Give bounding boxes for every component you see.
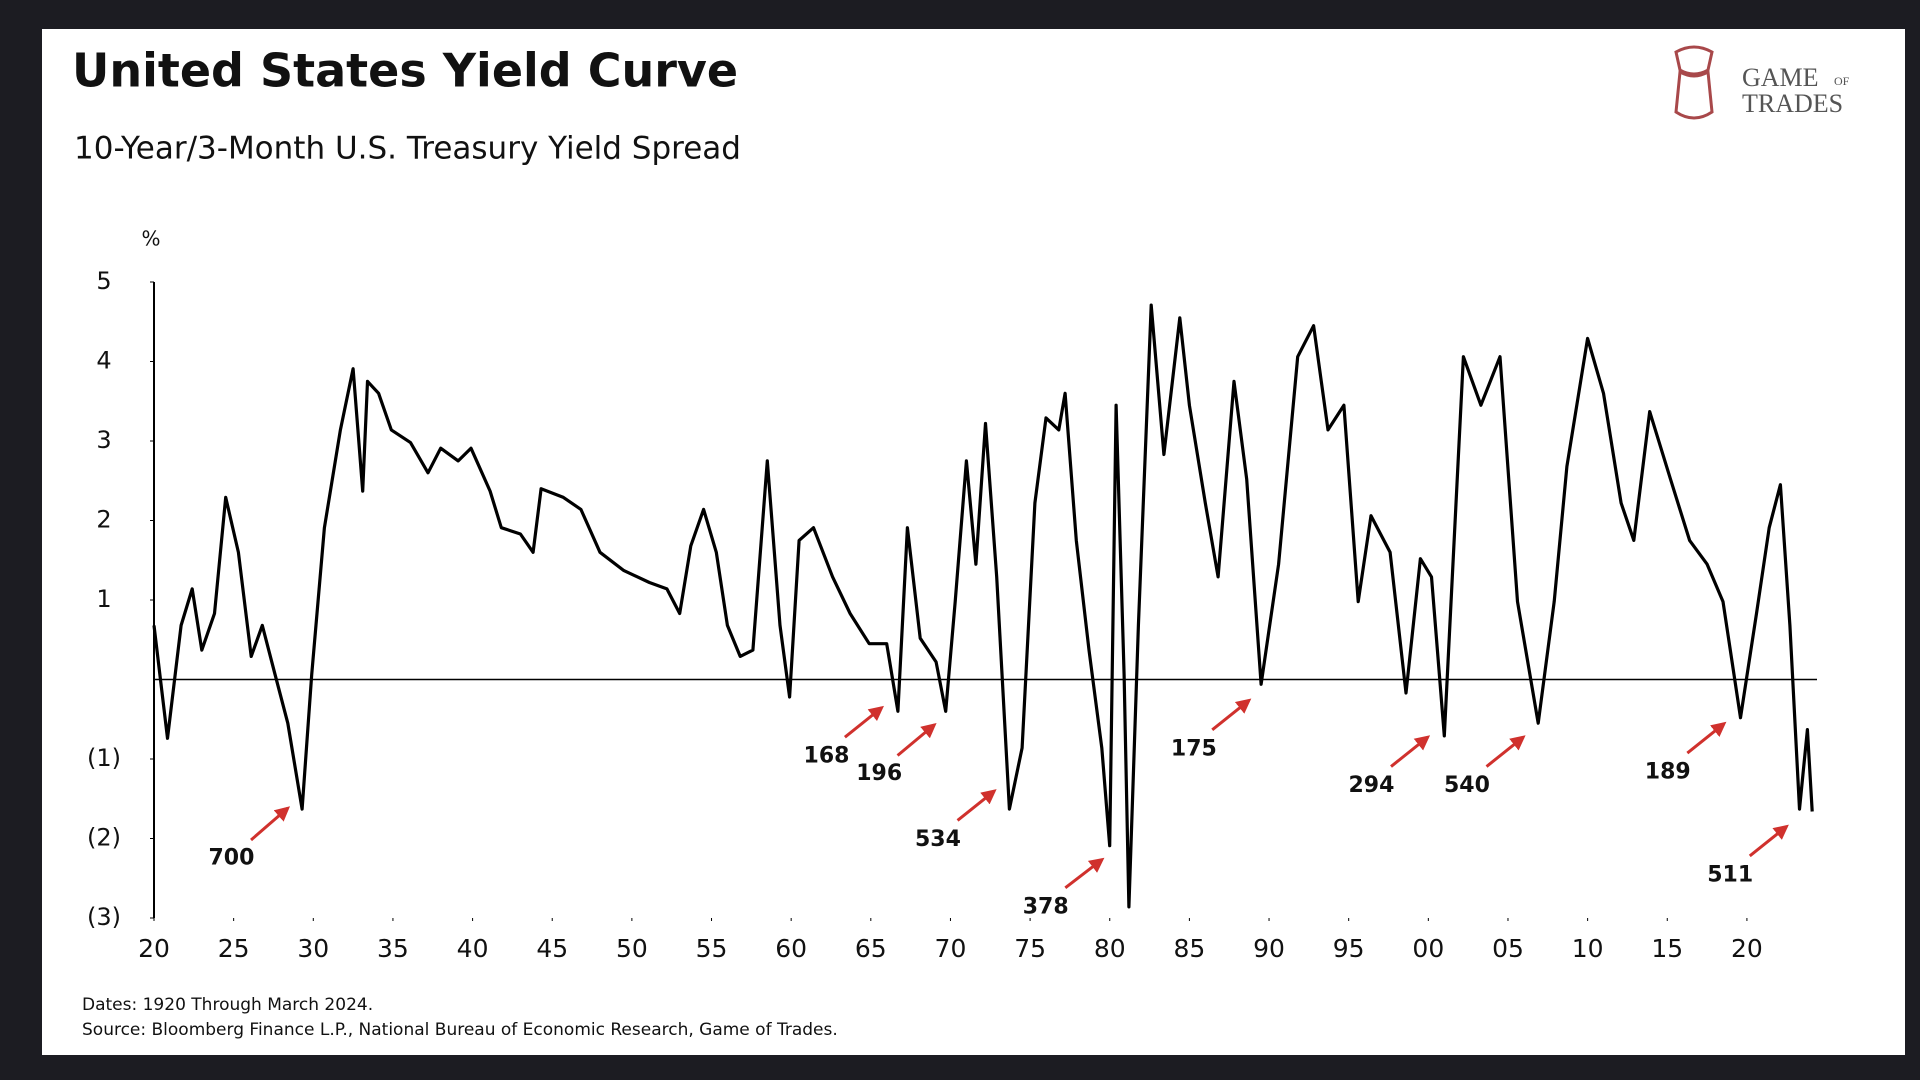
chart-title: United States Yield Curve	[72, 44, 738, 98]
y-unit-label: %	[141, 227, 160, 251]
logo-icon	[1674, 45, 1714, 120]
annotation-arrow	[250, 806, 291, 842]
x-tick-label: 00	[1412, 934, 1444, 963]
annotation-arrow	[843, 705, 884, 739]
y-tick-label: (3)	[87, 903, 121, 931]
annotation: 540	[1444, 773, 1490, 798]
y-tick-label: 2	[96, 506, 111, 534]
x-tick-label: 30	[297, 934, 329, 963]
annotation: 168	[804, 744, 850, 769]
annotation-arrow	[1064, 857, 1105, 889]
annotation-arrow	[956, 789, 997, 822]
annotation: 196	[856, 761, 902, 786]
x-tick-label: 35	[377, 934, 409, 963]
y-tick-label: (2)	[87, 824, 121, 852]
y-tick-label: 3	[96, 426, 111, 454]
logo: Game of Trades	[1674, 45, 1850, 120]
annotation-arrow	[1390, 735, 1431, 768]
chart-subtitle: 10-Year/3-Month U.S. Treasury Yield Spre…	[74, 131, 741, 167]
annotation: 189	[1645, 760, 1691, 785]
x-tick-label: 85	[1173, 934, 1205, 963]
x-tick-label: 75	[1014, 934, 1046, 963]
annotation: 294	[1348, 773, 1394, 798]
annotation-arrow	[896, 722, 937, 757]
x-tick-label: 65	[855, 934, 887, 963]
y-tick-label: 1	[96, 585, 111, 613]
x-tick-label: 10	[1572, 934, 1604, 963]
annotation: 700	[208, 845, 254, 870]
x-tick-label: 20	[138, 934, 170, 963]
x-tick-label: 50	[616, 934, 648, 963]
x-tick-label: 15	[1651, 934, 1683, 963]
x-tick-label: 45	[536, 934, 568, 963]
annotation: 378	[1023, 894, 1069, 919]
annotation-arrow	[1686, 721, 1727, 755]
y-tick-label: 4	[96, 347, 111, 375]
x-tick-label: 80	[1094, 934, 1126, 963]
x-tick-label: 60	[775, 934, 807, 963]
y-tick-label: 5	[96, 267, 111, 295]
annotation: 511	[1707, 863, 1753, 888]
x-tick-label: 25	[218, 934, 250, 963]
y-tick-label: (1)	[87, 744, 121, 772]
note: Dates: 1920 Through March 2024.	[82, 995, 373, 1015]
x-tick-label: 90	[1253, 934, 1285, 963]
annotation: 534	[915, 827, 961, 852]
note: Source: Bloomberg Finance L.P., National…	[82, 1020, 838, 1040]
annotation: 175	[1171, 736, 1217, 761]
x-tick-label: 70	[935, 934, 967, 963]
x-tick-label: 20	[1731, 934, 1763, 963]
x-tick-label: 95	[1333, 934, 1365, 963]
x-tick-label: 40	[457, 934, 489, 963]
x-tick-label: 55	[696, 934, 728, 963]
logo-text: Trades	[1742, 89, 1843, 118]
annotation-arrow	[1211, 698, 1252, 731]
logo-text: of	[1834, 74, 1850, 88]
annotation-arrow	[1485, 735, 1526, 768]
series-line	[152, 303, 1814, 909]
x-tick-label: 05	[1492, 934, 1524, 963]
logo-text: Game	[1742, 63, 1819, 92]
annotation-arrow	[1748, 824, 1789, 858]
